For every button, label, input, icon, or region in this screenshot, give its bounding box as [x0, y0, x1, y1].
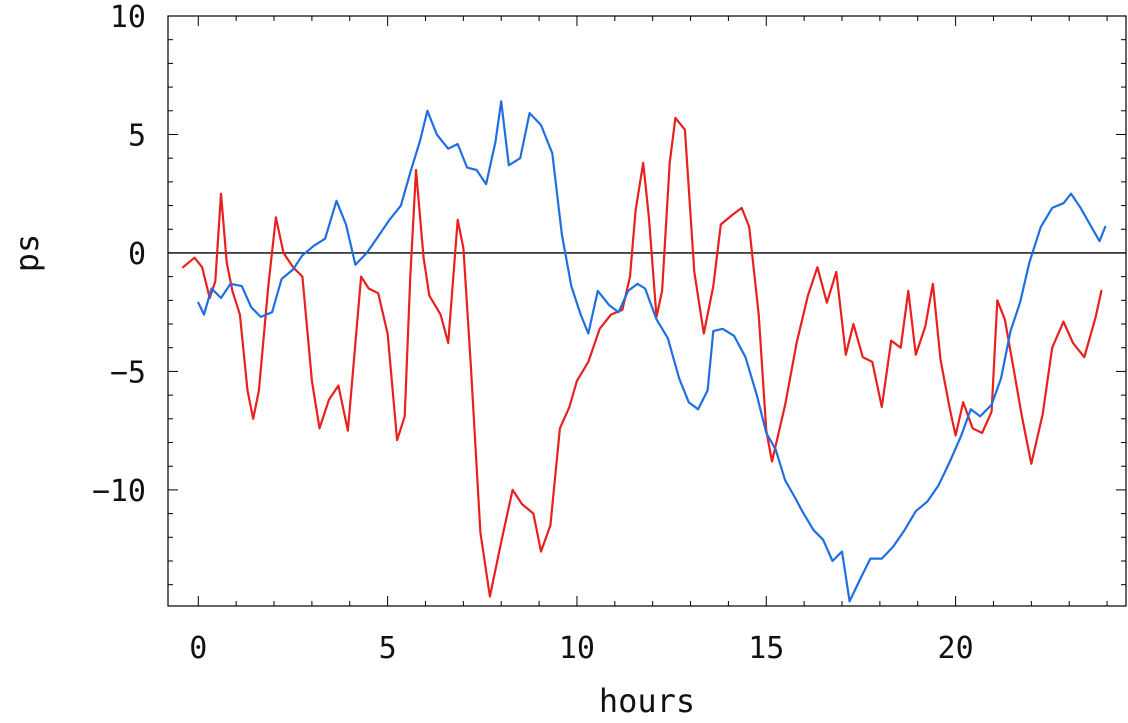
series-line-2 [197, 100, 1107, 603]
y-tick-label: 10 [110, 0, 146, 35]
y-tick-label: 5 [128, 118, 146, 153]
y-tick-label: −5 [110, 355, 146, 390]
plot-frame [167, 15, 1127, 607]
y-tick-label: −10 [92, 474, 146, 509]
x-tick-label: 0 [189, 631, 207, 666]
x-tick-label: 15 [748, 631, 784, 666]
labels-layer: 0 5 10 15 20 10 5 0 −5 −10 [92, 0, 974, 666]
x-tick-label: 10 [559, 631, 595, 666]
x-tick-label: 5 [379, 631, 397, 666]
y-tick-label: 0 [128, 237, 146, 272]
x-axis-title: hours [599, 682, 695, 720]
y-axis-title: ps [8, 234, 46, 273]
series-layer [182, 100, 1107, 603]
ticks-layer [168, 15, 1126, 606]
x-tick-label: 20 [938, 631, 974, 666]
series-line-1 [182, 116, 1103, 598]
